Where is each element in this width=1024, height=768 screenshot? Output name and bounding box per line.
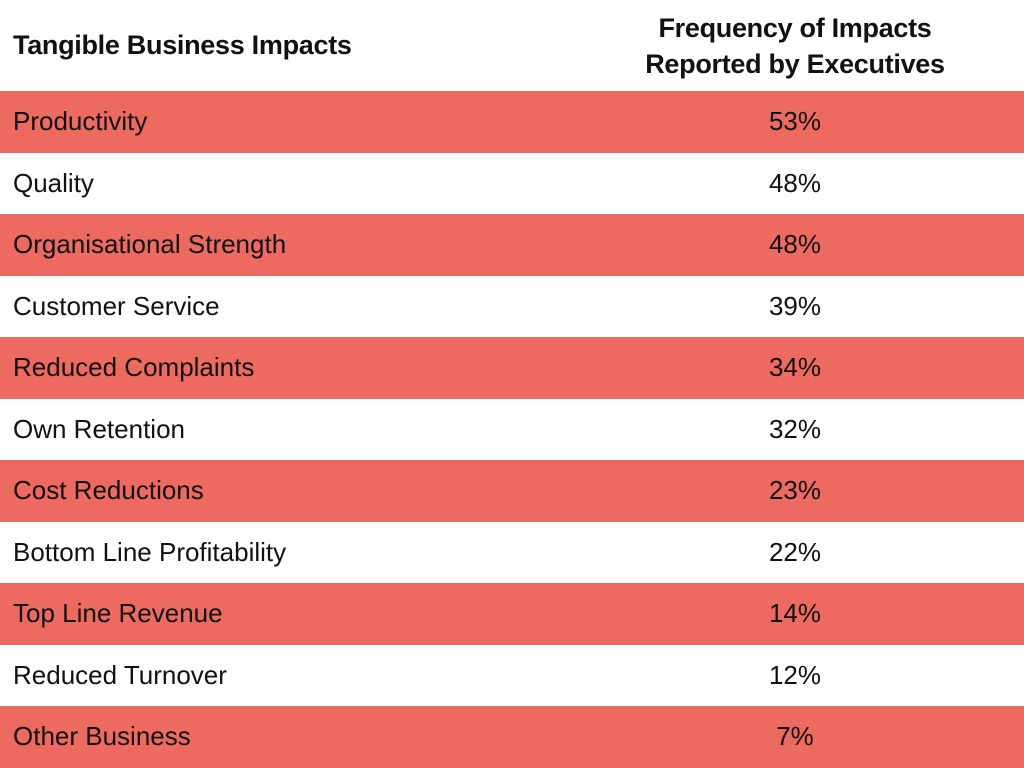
row-value: 7% <box>776 721 814 752</box>
row-value: 34% <box>768 352 822 383</box>
table-row: Bottom Line Profitability 22% <box>0 522 1024 584</box>
row-value: 53% <box>768 106 822 137</box>
row-value: 32% <box>768 413 822 444</box>
table-row: Customer Service 39% <box>0 276 1024 338</box>
row-value: 12% <box>768 659 822 690</box>
row-label: Reduced Complaints <box>13 352 255 383</box>
table-row: Productivity 53% <box>0 91 1024 153</box>
row-label: Productivity <box>13 106 148 137</box>
row-label: Top Line Revenue <box>13 598 223 629</box>
column-header-impacts: Tangible Business Impacts <box>13 30 352 60</box>
table-row: Reduced Turnover 12% <box>0 645 1024 707</box>
column-header-frequency-line-1: Frequency of Impacts <box>658 12 932 43</box>
row-label: Customer Service <box>13 290 220 321</box>
row-value: 23% <box>768 475 822 506</box>
row-label: Bottom Line Profitability <box>13 536 287 567</box>
row-label: Other Business <box>13 721 191 752</box>
column-header-frequency-line-2: Reported by Executives <box>645 48 945 79</box>
row-value: 48% <box>768 229 822 260</box>
row-label: Quality <box>13 167 94 198</box>
row-value: 14% <box>768 598 822 629</box>
row-label: Own Retention <box>13 413 185 444</box>
table-row: Own Retention 32% <box>0 399 1024 461</box>
table-row: Cost Reductions 23% <box>0 460 1024 522</box>
column-header-frequency: Frequency of Impacts Reported by Executi… <box>566 10 1024 82</box>
table-row: Top Line Revenue 14% <box>0 583 1024 645</box>
row-label: Cost Reductions <box>13 475 204 506</box>
table-row: Quality 48% <box>0 153 1024 215</box>
table-header: Tangible Business Impacts Frequency of I… <box>0 0 1024 91</box>
table-row: Organisational Strength 48% <box>0 214 1024 276</box>
row-value: 39% <box>768 290 822 321</box>
row-label: Reduced Turnover <box>13 659 227 690</box>
table-row: Reduced Complaints 34% <box>0 337 1024 399</box>
row-value: 48% <box>768 167 822 198</box>
row-label: Organisational Strength <box>13 229 287 260</box>
table-row: Other Business 7% <box>0 706 1024 768</box>
row-value: 22% <box>768 536 822 567</box>
